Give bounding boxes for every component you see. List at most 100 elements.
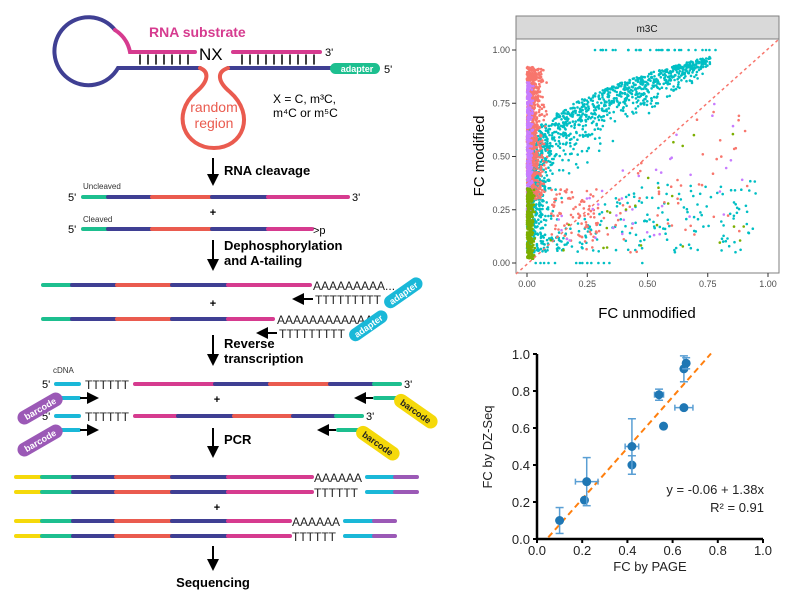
scatter-point-cyan bbox=[593, 117, 597, 120]
cyclic-phosphate-label: >p bbox=[313, 225, 326, 237]
scatter-point-cyan bbox=[634, 221, 637, 225]
scatter-point-cyan bbox=[556, 127, 560, 130]
nx-label: NX bbox=[199, 45, 223, 64]
scatter-point-red bbox=[657, 192, 661, 196]
scatter-point-cyan bbox=[557, 132, 560, 135]
scatter-point-red bbox=[542, 68, 545, 72]
scatter-point-cyan bbox=[611, 139, 615, 143]
scatter-point-cyan bbox=[677, 192, 681, 196]
scatter-point-green bbox=[634, 204, 637, 207]
scatter-point-red bbox=[585, 189, 589, 193]
scatter-point-red bbox=[621, 204, 625, 207]
y-tick-label: 0.4 bbox=[512, 458, 530, 473]
scatter-point-cyan bbox=[613, 89, 617, 93]
scatter-point-purple bbox=[530, 102, 533, 106]
scatter-point-red bbox=[543, 114, 546, 118]
scatter-point-cyan bbox=[726, 237, 729, 240]
scatter-point-cyan bbox=[577, 229, 581, 233]
scatter-point-green bbox=[527, 253, 531, 256]
scatter-point-cyan bbox=[583, 217, 587, 221]
scatter-point-cyan bbox=[539, 239, 543, 243]
scatter-point-green bbox=[562, 249, 565, 252]
scatter-point-cyan bbox=[597, 95, 600, 98]
scatter-point-cyan bbox=[539, 261, 542, 265]
scatter-point-cyan bbox=[560, 196, 563, 200]
scatter-point-green bbox=[528, 234, 532, 238]
scatter-point-cyan bbox=[702, 60, 705, 64]
scatter-point-purple bbox=[526, 182, 530, 186]
scatter-point-cyan bbox=[681, 70, 684, 73]
point-marker bbox=[681, 358, 691, 368]
scatter-point-purple bbox=[525, 90, 529, 94]
pcr-polyT-1: TTTTTT bbox=[314, 486, 359, 500]
scatter-point-green bbox=[527, 193, 531, 197]
scatter-point-cyan bbox=[729, 188, 733, 192]
scatter-point-cyan bbox=[674, 246, 678, 250]
scatter-point-cyan bbox=[745, 210, 749, 214]
scatter-point-cyan bbox=[598, 212, 601, 216]
scatter-point-cyan bbox=[538, 201, 541, 204]
scatter-point-cyan bbox=[561, 114, 565, 118]
polyT-primer-2: TTTTTTTTT bbox=[279, 327, 346, 341]
scatter-point-cyan bbox=[656, 92, 660, 96]
y-tick-label: 1.00 bbox=[492, 45, 510, 55]
scatter-point-green bbox=[529, 249, 532, 252]
scatter-point-cyan bbox=[662, 82, 665, 86]
barcode-tag-left-2: barcode bbox=[17, 424, 63, 457]
scatter-point-cyan bbox=[569, 227, 572, 230]
hairpin-loop-navy bbox=[52, 15, 135, 88]
scatter-point-purple bbox=[527, 113, 531, 116]
scatter-point-cyan bbox=[701, 57, 704, 61]
scatter-point-cyan bbox=[675, 71, 679, 74]
scatter-point-red bbox=[542, 182, 546, 186]
scatter-point-cyan bbox=[640, 246, 644, 250]
scatter-point-red bbox=[557, 228, 560, 231]
scatter-point-cyan bbox=[570, 137, 573, 141]
scatter-point-purple bbox=[731, 124, 735, 128]
scatter-point-cyan bbox=[600, 211, 604, 214]
scatter-point-cyan bbox=[578, 261, 582, 265]
identity-reference-line bbox=[515, 39, 779, 275]
scatter-point-cyan bbox=[624, 86, 627, 89]
scatter-point-cyan bbox=[627, 86, 631, 89]
scatter-point-red bbox=[656, 214, 659, 217]
scatter-point-red bbox=[542, 163, 546, 167]
scatter-point-cyan bbox=[705, 60, 709, 63]
scatter-point-red bbox=[732, 147, 736, 151]
scatter-point-cyan bbox=[594, 108, 598, 112]
scatter-point-red bbox=[545, 155, 549, 159]
scatter-point-green bbox=[732, 225, 736, 228]
scatter-point-cyan bbox=[664, 70, 668, 73]
scatter-point-cyan bbox=[677, 83, 680, 86]
scatter-point-red bbox=[546, 148, 549, 151]
scatter-point-red bbox=[537, 194, 540, 197]
scatter-point-purple bbox=[669, 157, 672, 161]
scatter-point-cyan bbox=[623, 83, 627, 87]
scatter-point-cyan bbox=[682, 206, 686, 209]
scatter-point-cyan bbox=[620, 92, 624, 95]
scatter-point-purple bbox=[528, 92, 532, 96]
scatter-point-green bbox=[532, 203, 536, 206]
scatter-point-green bbox=[530, 236, 533, 240]
scatter-point-green bbox=[527, 211, 531, 215]
scatter-point-purple bbox=[530, 154, 533, 157]
scatter-point-cyan bbox=[593, 95, 597, 98]
scatter-point-green bbox=[525, 245, 529, 249]
scatter-point-cyan bbox=[687, 243, 691, 246]
scatter-point-cyan bbox=[648, 235, 652, 238]
scatter-point-purple bbox=[531, 149, 534, 153]
scatter-point-cyan bbox=[545, 238, 549, 242]
scatter-point-cyan bbox=[640, 201, 644, 204]
scatter-point-green bbox=[530, 222, 534, 225]
scatter-point-cyan bbox=[580, 149, 584, 153]
scatter-point-cyan bbox=[674, 64, 677, 68]
scatter-point-cyan bbox=[601, 115, 605, 118]
scatter-point-cyan bbox=[593, 137, 597, 140]
rt-polyT-1: TTTTTT bbox=[85, 378, 130, 392]
scatter-point-red bbox=[597, 229, 601, 233]
scatter-point-cyan bbox=[695, 73, 698, 77]
scatter-point-cyan bbox=[677, 48, 681, 52]
scatter-point-green bbox=[527, 215, 531, 219]
scatter-point-red bbox=[635, 250, 638, 254]
scatter-point-red bbox=[538, 125, 541, 129]
